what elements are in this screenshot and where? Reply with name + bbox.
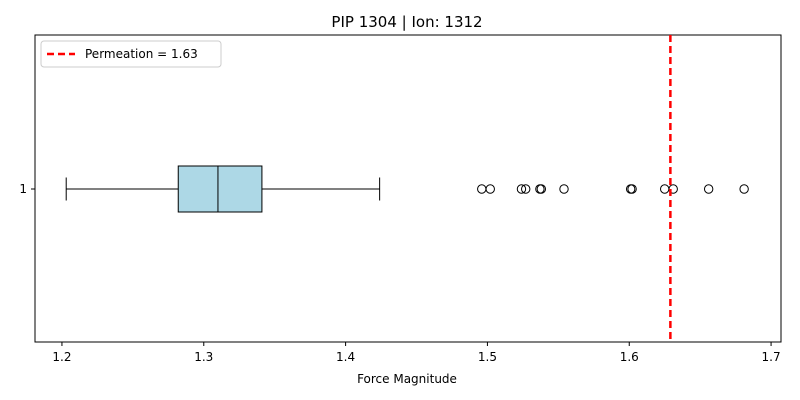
outlier-points: [477, 184, 749, 194]
outlier-point: [739, 184, 749, 194]
legend: Permeation = 1.63: [40, 40, 222, 68]
x-tick-label: 1.6: [620, 350, 639, 364]
outlier-point: [668, 184, 678, 194]
outlier-point: [559, 184, 569, 194]
box-plot-box-group: [65, 165, 381, 213]
x-tick-label: 1.3: [194, 350, 213, 364]
x-axis-label: Force Magnitude: [357, 372, 457, 386]
outlier-point: [477, 184, 487, 194]
outlier-point: [703, 184, 714, 194]
y-tick-label: 1: [19, 182, 27, 196]
outlier-point: [521, 184, 531, 194]
legend-label-permeation: Permeation = 1.63: [85, 47, 198, 61]
x-tick-label: 1.4: [336, 350, 355, 364]
outlier-point: [536, 184, 547, 194]
outlier-point: [660, 184, 670, 194]
outlier-point: [627, 184, 637, 194]
x-tick-label: 1.5: [478, 350, 497, 364]
chart-title: PIP 1304 | Ion: 1312: [331, 13, 482, 31]
x-tick-label: 1.2: [52, 350, 71, 364]
outlier-point: [485, 184, 495, 194]
interquartile-box: [177, 165, 263, 213]
legend-frame: [40, 40, 222, 68]
y-axis-ticks: 1: [19, 182, 35, 196]
x-axis-ticks: 1.2 1.3 1.4 1.5 1.6 1.7: [52, 342, 781, 364]
x-tick-label: 1.7: [762, 350, 781, 364]
outlier-point: [516, 184, 527, 194]
